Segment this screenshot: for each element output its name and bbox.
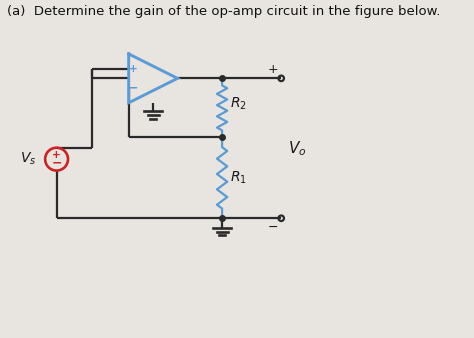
Text: −: − (51, 157, 62, 170)
Text: $V_s$: $V_s$ (20, 151, 37, 167)
Text: +: + (129, 64, 138, 74)
Text: $V_o$: $V_o$ (288, 139, 307, 158)
Text: $R_2$: $R_2$ (230, 96, 247, 112)
Text: −: − (128, 81, 139, 94)
Text: $R_1$: $R_1$ (230, 170, 247, 186)
Text: −: − (267, 220, 278, 234)
Text: (a)  Determine the gain of the op-amp circuit in the figure below.: (a) Determine the gain of the op-amp cir… (7, 5, 441, 18)
Text: +: + (267, 63, 278, 76)
Text: +: + (52, 150, 61, 160)
